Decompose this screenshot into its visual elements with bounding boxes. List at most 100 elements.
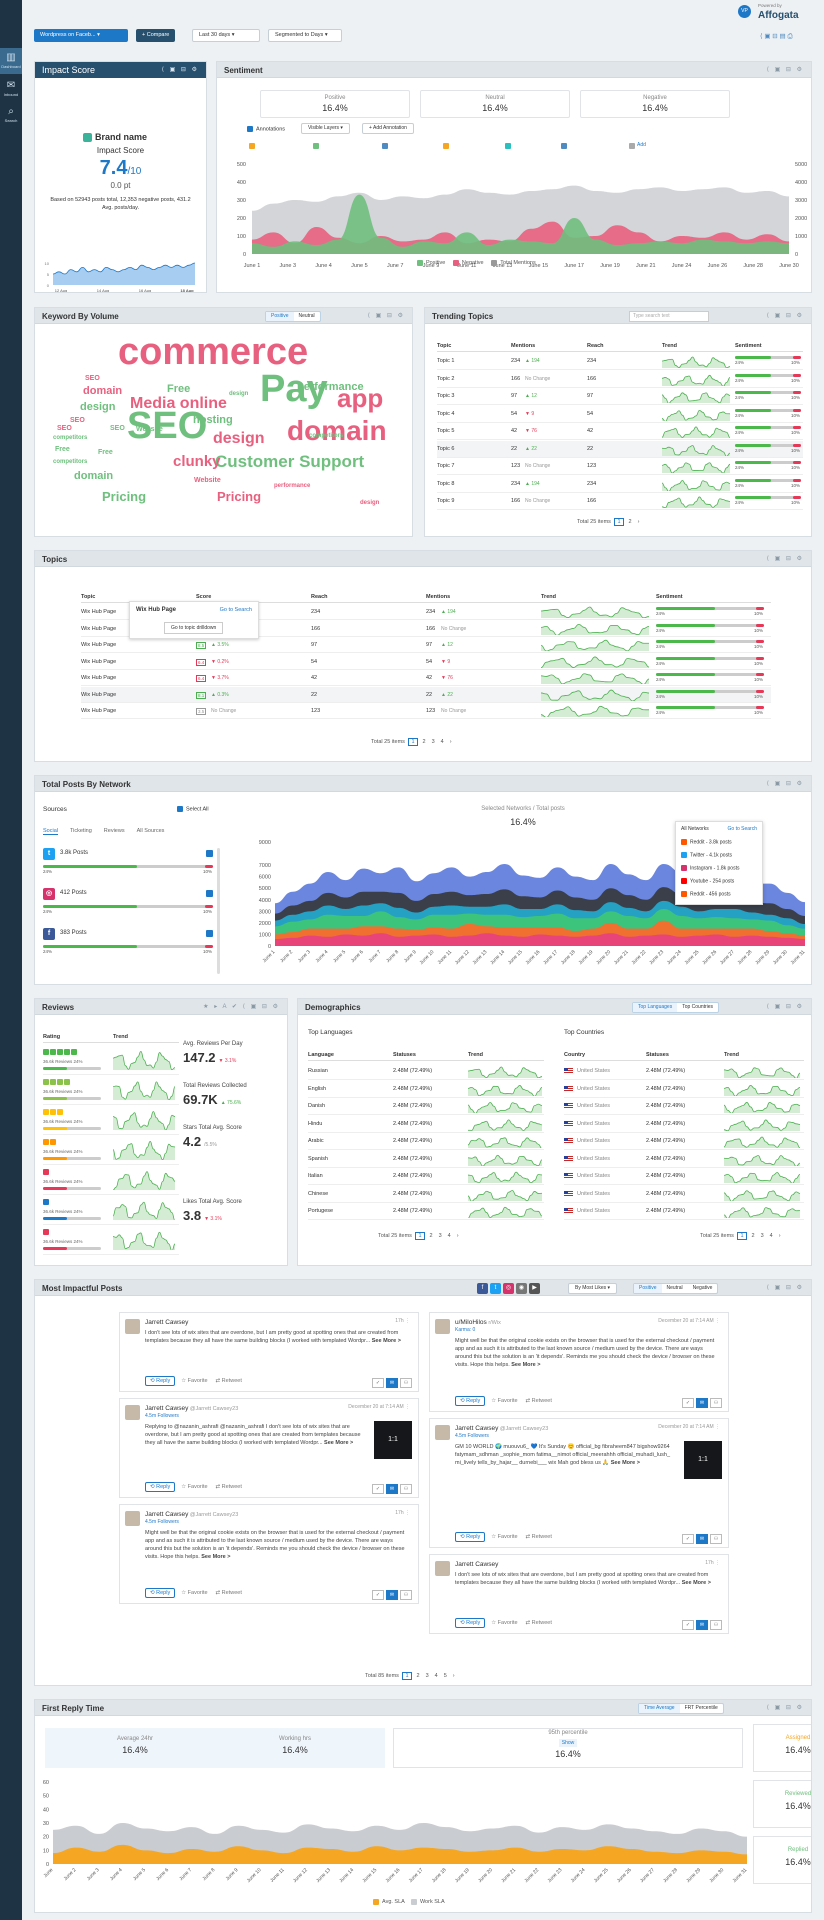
table-row[interactable]: Wix Hub Page 8.5 ▲ 3.5% 97 97 ▲ 12 24% 10% [81, 637, 771, 653]
period-select[interactable]: Last 30 days ▾ [192, 29, 260, 42]
country-row[interactable]: United States 2.48M (72.49%) [564, 1081, 804, 1098]
review-row[interactable]: 36.6k Reviews 24% [43, 1105, 179, 1135]
language-row[interactable]: Russian 2.48M (72.49%) [308, 1063, 544, 1080]
annotation-marker[interactable] [561, 143, 567, 149]
keyword[interactable]: competitors [53, 458, 88, 465]
column-header[interactable]: Trend [468, 1052, 483, 1058]
keyword[interactable]: Free [55, 446, 70, 454]
retweet-button[interactable]: ⇄ Retweet [525, 1534, 552, 1540]
topic-drilldown-button[interactable]: Go to topic drilldown [164, 622, 224, 634]
country-row[interactable]: United States 2.48M (72.49%) [564, 1133, 804, 1150]
keyword[interactable]: SEO [70, 417, 85, 425]
add-annotation-link[interactable]: Add [637, 142, 646, 148]
retweet-button[interactable]: ⇄ Retweet [215, 1590, 242, 1596]
column-header[interactable]: Score [196, 594, 212, 600]
message-icon[interactable]: ✉ [386, 1484, 398, 1494]
annotation-marker[interactable] [313, 143, 319, 149]
review-row[interactable]: 36.6k Reviews 24% [43, 1165, 179, 1195]
table-row[interactable]: Wix Hub Page 8.1 ▲ 0.3% 22 22 ▲ 22 24% 10% [81, 686, 771, 703]
assign-icon[interactable]: ⚇ [710, 1398, 722, 1408]
table-row[interactable]: Wix Hub Page 6.4 ▼ 0.2% 54 54 ▼ 9 24% 10% [81, 654, 771, 670]
table-row[interactable]: Topic 6 22 ▲ 22 22 24% 10% [437, 440, 803, 458]
post-card[interactable]: Jarrett Cawsey @Jarrett Cawsey23 4.5m Fol… [119, 1398, 419, 1498]
review-row[interactable]: 36.6k Reviews 24% [43, 1045, 179, 1075]
panel-actions-icon[interactable]: ⟨ ▣ ⊟ ⚙ [161, 67, 199, 73]
country-row[interactable]: United States 2.48M (72.49%) [564, 1063, 804, 1080]
show-button[interactable]: Show [558, 1739, 578, 1747]
column-header[interactable]: Country [564, 1052, 586, 1058]
check-icon[interactable]: ✓ [372, 1590, 384, 1600]
network-filter-icon[interactable]: ◎ [503, 1283, 514, 1294]
country-row[interactable]: United States 2.48M (72.49%) [564, 1168, 804, 1185]
reply-button[interactable]: ⟲ Reply [455, 1396, 486, 1406]
languages-pagination[interactable]: Total 25 items 1 2 3 4 › [378, 1232, 459, 1240]
tab-top-languages[interactable]: Top Languages [633, 1003, 678, 1012]
tab-time-average[interactable]: Time Average [639, 1704, 680, 1713]
check-icon[interactable]: ✓ [372, 1378, 384, 1388]
select-all-checkbox[interactable]: Select All [177, 806, 209, 812]
favorite-button[interactable]: ☆ Favorite [491, 1398, 518, 1404]
column-header[interactable]: Sentiment [735, 343, 762, 349]
tab-top-countries[interactable]: Top Countries [682, 1004, 714, 1010]
avatar[interactable]: VP [738, 5, 751, 18]
language-row[interactable]: Danish 2.48M (72.49%) [308, 1098, 544, 1115]
panel-actions-icon[interactable]: ⟨ ▣ ⊟ ⚙ [766, 67, 804, 73]
profile-selector[interactable]: Wordpress on Faceb... ▾ [34, 29, 128, 42]
sort-select[interactable]: By Most Likes ▾ [568, 1283, 618, 1294]
language-row[interactable]: Spanish 2.48M (72.49%) [308, 1151, 544, 1168]
countries-pagination[interactable]: Total 25 items 1 2 3 4 › [700, 1232, 781, 1240]
table-row[interactable]: Topic 7 123 No Change 123 24% 10% [437, 458, 803, 475]
network-filter-icon[interactable]: f [477, 1283, 488, 1294]
message-icon[interactable]: ✉ [696, 1398, 708, 1408]
keyword[interactable]: design [80, 400, 116, 413]
posts-pagination[interactable]: Total 85 items 1 2 3 4 5 › [365, 1672, 455, 1680]
assign-icon[interactable]: ⚇ [710, 1620, 722, 1630]
network-filter-icon[interactable]: ▶ [529, 1283, 540, 1294]
column-header[interactable]: Statuses [646, 1052, 669, 1058]
country-row[interactable]: United States 2.48M (72.49%) [564, 1203, 804, 1220]
tab-frt-percentile[interactable]: FRT Percentile [684, 1705, 718, 1711]
review-row[interactable]: 36.6k Reviews 24% [43, 1195, 179, 1225]
keyword[interactable]: Pricing [102, 488, 147, 504]
see-more-link[interactable]: See More > [324, 1440, 354, 1446]
annotations-checkbox[interactable]: Annotations [247, 126, 285, 132]
table-row[interactable]: Topic 8 234 ▲ 194 234 24% 10% [437, 476, 803, 493]
message-icon[interactable]: ✉ [386, 1378, 398, 1388]
table-row[interactable]: Topic 3 97 ▲ 12 97 24% 10% [437, 388, 803, 405]
retweet-button[interactable]: ⇄ Retweet [525, 1620, 552, 1626]
legend-work-sla[interactable]: Work SLA [410, 1899, 445, 1905]
panel-actions-icon[interactable]: ⟨ ▣ ⊟ ⚙ [367, 313, 405, 319]
reply-button[interactable]: ⟲ Reply [455, 1618, 486, 1628]
check-icon[interactable]: ✓ [682, 1534, 694, 1544]
post-image[interactable]: 1:1 [374, 1421, 412, 1459]
see-more-link[interactable]: See More > [201, 1554, 231, 1560]
column-header[interactable]: Topic [437, 343, 452, 349]
retweet-button[interactable]: ⇄ Retweet [215, 1484, 242, 1490]
annotation-marker[interactable] [505, 143, 511, 149]
review-row[interactable]: 36.6k Reviews 24% [43, 1225, 179, 1255]
source-scrollbar[interactable] [217, 848, 220, 974]
see-more-link[interactable]: See More > [511, 1362, 541, 1368]
keyword[interactable]: performance [274, 482, 311, 489]
keyword[interactable]: clunky [173, 453, 221, 470]
keyword[interactable]: Website [136, 426, 163, 434]
table-row[interactable]: Topic 5 42 ▼ 76 42 24% 10% [437, 423, 803, 440]
country-row[interactable]: United States 2.48M (72.49%) [564, 1098, 804, 1115]
favorite-button[interactable]: ☆ Favorite [491, 1620, 518, 1626]
panel-actions-icon[interactable]: ⟨ ▣ ⊟ ⚙ [766, 1285, 804, 1291]
assign-icon[interactable]: ⚇ [400, 1484, 412, 1494]
language-row[interactable]: English 2.48M (72.49%) [308, 1081, 544, 1098]
keyword[interactable]: domain [83, 384, 123, 397]
favorite-button[interactable]: ☆ Favorite [181, 1378, 208, 1384]
reply-button[interactable]: ⟲ Reply [145, 1482, 176, 1492]
reply-button[interactable]: ⟲ Reply [145, 1376, 176, 1386]
trending-search-input[interactable]: Type search text [629, 311, 709, 322]
favorite-button[interactable]: ☆ Favorite [181, 1590, 208, 1596]
panel-actions-icon[interactable]: ★ ▸ A ✔ ⟨ ▣ ⊟ ⚙ [203, 1004, 280, 1010]
keyword[interactable]: design [213, 429, 265, 447]
column-header[interactable]: Trend [113, 1034, 128, 1040]
assign-icon[interactable]: ⚇ [400, 1590, 412, 1600]
toolbar-icons[interactable]: ⟨ ▣ ⊟ ▤ ⎙ [760, 33, 793, 40]
go-to-search-link[interactable]: Go to Search [219, 607, 252, 613]
legend-negative[interactable]: Negative [452, 260, 484, 266]
